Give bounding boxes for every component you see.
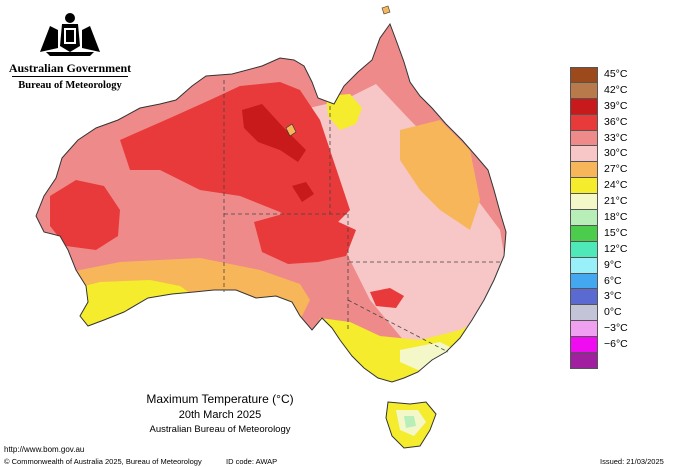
zone-36-north [120,82,350,230]
legend-swatch [570,130,598,147]
title-divider [12,76,128,77]
legend-label: 21°C [604,195,628,208]
zone-39-spot [292,182,314,202]
legend-label: 9°C [604,258,622,271]
legend-swatch [570,162,598,179]
zone-36-central [254,212,356,264]
legend-row: 0°C [570,305,660,322]
zone-39-kimberley [242,104,306,162]
bureau-title: Bureau of Meteorology [18,80,122,91]
legend-label: 18°C [604,211,628,224]
legend-row: 6°C [570,273,660,290]
zone-27-coast [400,120,480,230]
legend-swatch [570,98,598,115]
legend-row: 45°C [570,67,660,83]
legend-label: 15°C [604,226,628,239]
legend-row [570,353,660,369]
website-link[interactable]: http://www.bom.gov.au [4,445,85,454]
map-source: Australian Bureau of Meteorology [149,424,291,435]
zone-36-sa [370,288,404,308]
government-title: Australian Government [8,61,132,75]
legend-row: 42°C [570,82,660,99]
legend-row: −6°C [570,337,660,354]
temperature-legend: 45°C 42°C 39°C 36°C 33°C 30°C 27°C 24°C 21°C 18°C… [570,67,660,369]
legend-label: −6°C [604,338,628,351]
tasmania [385,401,437,449]
legend-label: 24°C [604,179,628,192]
legend-row: 18°C [570,210,660,226]
legend-swatch [570,305,598,322]
legend-swatch [570,225,598,242]
legend-row: 36°C [570,114,660,131]
legend-swatch [570,194,598,211]
legend-swatch [570,289,598,306]
legend-row: 24°C [570,178,660,195]
copyright-text: © Commonwealth of Australia 2025, Bureau… [4,457,202,466]
legend-row: 9°C [570,257,660,274]
legend-swatch [570,321,598,338]
map-title: Maximum Temperature (°C) [146,392,294,406]
legend-swatch [570,337,598,354]
zone-30-east [300,84,506,360]
legend-swatch [570,67,598,83]
legend-label: 27°C [604,163,628,176]
map-date: 20th March 2025 [178,409,262,421]
zone-36-west [50,180,120,250]
legend-swatch [570,82,598,99]
legend-row: 33°C [570,130,660,147]
legend-row: 12°C [570,241,660,258]
legend-label: 12°C [604,242,628,255]
legend-swatch [570,178,598,195]
legend-label: 30°C [604,147,628,160]
coat-of-arms-logo [10,8,130,65]
legend-swatch [570,241,598,258]
legend-row: 21°C [570,194,660,211]
legend-label: 6°C [604,274,622,287]
legend-row: 15°C [570,225,660,242]
legend-label: 0°C [604,306,622,319]
legend-swatch [570,273,598,290]
footer-bar: © Commonwealth of Australia 2025, Bureau… [0,456,680,467]
legend-swatch [570,146,598,163]
legend-swatch [570,210,598,226]
zone-24-south [36,280,200,340]
legend-label: 45°C [604,68,628,80]
state-borders [223,80,500,353]
legend-label: 36°C [604,115,628,128]
legend-swatch [570,114,598,131]
legend-label: 33°C [604,131,628,144]
legend-swatch [570,257,598,274]
legend-label: 3°C [604,290,622,303]
islands [285,5,391,137]
legend-row: 27°C [570,162,660,179]
id-code-text: ID code: AWAP [226,457,278,466]
legend-row: −3°C [570,321,660,338]
legend-label: 42°C [604,83,628,96]
legend-swatch [570,353,598,369]
issued-date-text: Issued: 21/03/2025 [600,457,664,466]
legend-row: 30°C [570,146,660,163]
legend-label: 39°C [604,99,628,112]
legend-label: −3°C [604,322,628,335]
legend-row: 39°C [570,98,660,115]
legend-row: 3°C [570,289,660,306]
